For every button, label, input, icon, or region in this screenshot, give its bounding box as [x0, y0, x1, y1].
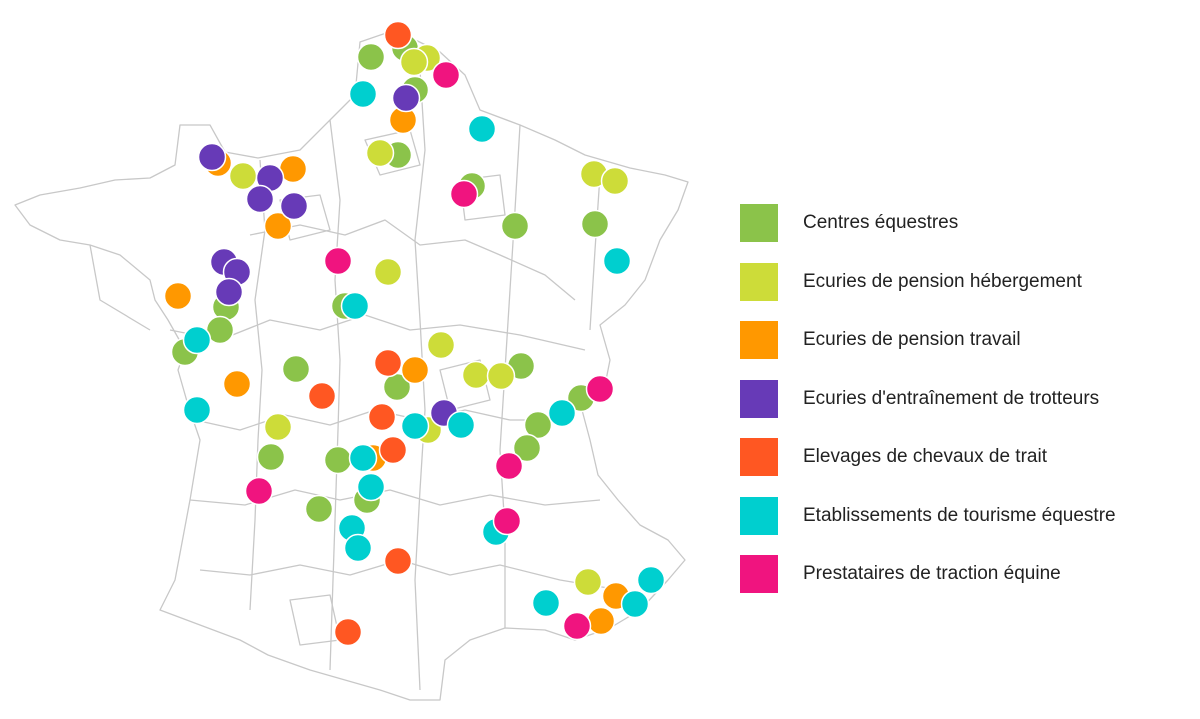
marker-trait	[383, 20, 413, 50]
legend-swatch	[740, 555, 778, 593]
marker-tourisme	[446, 410, 476, 440]
legend-swatch	[740, 496, 778, 535]
marker-centres	[500, 211, 530, 241]
marker-pension-travail	[586, 606, 616, 636]
legend-item-ecuries-pension-hebergement: Ecuries de pension hébergement	[740, 262, 1116, 302]
marker-tourisme	[400, 411, 430, 441]
marker-pension-hebergement	[573, 567, 603, 597]
marker-trotteurs	[197, 142, 227, 172]
marker-tourisme	[531, 588, 561, 618]
marker-trait	[383, 546, 413, 576]
france-outline	[14, 29, 689, 701]
marker-tourisme	[467, 114, 497, 144]
marker-pension-hebergement	[399, 47, 429, 77]
marker-traction	[244, 476, 274, 506]
marker-trait	[333, 617, 363, 647]
marker-trotteurs	[245, 184, 275, 214]
marker-trotteurs	[391, 83, 421, 113]
marker-pension-hebergement	[263, 412, 293, 442]
marker-traction	[492, 506, 522, 536]
marker-traction	[323, 246, 353, 276]
marker-trait	[367, 402, 397, 432]
marker-tourisme	[620, 589, 650, 619]
legend-swatch	[740, 204, 778, 242]
marker-trait	[307, 381, 337, 411]
legend-label: Ecuries d'entraînement de trotteurs	[803, 387, 1100, 409]
marker-pension-travail	[263, 211, 293, 241]
marker-traction	[494, 451, 524, 481]
legend-item-traction-equine: Prestataires de traction équine	[740, 554, 1116, 594]
marker-traction	[431, 60, 461, 90]
marker-centres	[580, 209, 610, 239]
marker-tourisme	[348, 443, 378, 473]
legend-item-elevages-trait: Elevages de chevaux de trait	[740, 437, 1116, 477]
marker-pension-hebergement	[486, 361, 516, 391]
marker-trotteurs	[214, 277, 244, 307]
marker-layer	[163, 20, 666, 647]
legend-item-centres-equestres: Centres équestres	[740, 203, 1116, 243]
marker-tourisme	[356, 472, 386, 502]
marker-centres	[323, 445, 353, 475]
legend-label: Centres équestres	[803, 212, 959, 233]
marker-centres	[512, 433, 542, 463]
marker-tourisme	[182, 325, 212, 355]
marker-tourisme	[636, 565, 666, 595]
marker-trait	[373, 348, 403, 378]
marker-tourisme	[182, 395, 212, 425]
marker-traction	[585, 374, 615, 404]
marker-tourisme	[602, 246, 632, 276]
marker-centres	[304, 494, 334, 524]
legend: Centres équestres Ecuries de pension héb…	[740, 203, 1116, 613]
marker-traction	[449, 179, 479, 209]
marker-centres	[256, 442, 286, 472]
marker-pension-hebergement	[600, 166, 630, 196]
legend-swatch	[740, 321, 778, 359]
marker-tourisme	[547, 398, 577, 428]
legend-label: Ecuries de pension travail	[803, 329, 1021, 350]
marker-pension-hebergement	[373, 257, 403, 287]
marker-centres	[523, 410, 553, 440]
legend-label: Ecuries de pension hébergement	[803, 270, 1082, 292]
marker-tourisme	[340, 291, 370, 321]
marker-centres	[281, 354, 311, 384]
legend-swatch	[740, 379, 778, 418]
marker-traction	[562, 611, 592, 641]
marker-trotteurs	[279, 191, 309, 221]
marker-tourisme	[348, 79, 378, 109]
legend-swatch	[740, 438, 778, 476]
marker-pension-hebergement	[461, 360, 491, 390]
marker-pension-travail	[163, 281, 193, 311]
legend-label: Prestataires de traction équine	[803, 563, 1061, 584]
marker-centres	[356, 42, 386, 72]
marker-pension-hebergement	[426, 330, 456, 360]
marker-pension-travail	[222, 369, 252, 399]
legend-item-ecuries-trotteurs: Ecuries d'entraînement de trotteurs	[740, 379, 1116, 419]
legend-item-ecuries-pension-travail: Ecuries de pension travail	[740, 320, 1116, 360]
legend-label: Elevages de chevaux de trait	[803, 446, 1047, 467]
marker-pension-travail	[400, 355, 430, 385]
france-map	[14, 20, 689, 701]
marker-tourisme	[343, 533, 373, 563]
marker-pension-hebergement	[365, 138, 395, 168]
marker-trait	[378, 435, 408, 465]
marker-pension-hebergement	[228, 161, 258, 191]
legend-swatch	[740, 262, 778, 301]
legend-label: Etablissements de tourisme équestre	[803, 504, 1116, 526]
legend-item-tourisme-equestre: Etablissements de tourisme équestre	[740, 496, 1116, 536]
